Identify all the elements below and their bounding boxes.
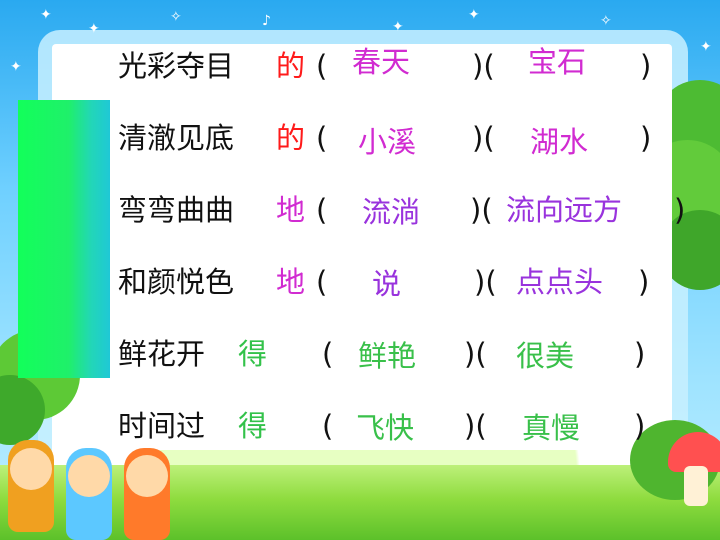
bracket-close: ) [674, 193, 686, 227]
content-panel [52, 44, 672, 469]
answer-2: 很美 [516, 339, 575, 373]
answer-1: 流淌 [362, 195, 421, 229]
bracket-open: ( [322, 409, 334, 443]
bracket-middle: )( [464, 409, 487, 443]
particle-text: 地 [276, 193, 306, 227]
answer-1: 飞快 [356, 411, 415, 445]
star-icon: ✦ [392, 19, 404, 35]
answer-1: 说 [372, 267, 402, 301]
answer-2: 点点头 [516, 265, 604, 299]
bracket-middle: )( [472, 121, 495, 155]
particle-text: 得 [238, 337, 268, 371]
bracket-open: ( [316, 49, 328, 83]
star-icon: ✦ [700, 39, 712, 55]
answer-2: 湖水 [530, 125, 589, 159]
particle-text: 得 [238, 409, 268, 443]
child-head-icon [126, 455, 168, 497]
bracket-middle: )( [472, 49, 495, 83]
star-icon: ✧ [600, 13, 612, 29]
bracket-close: ) [638, 265, 650, 299]
bracket-middle: )( [474, 265, 497, 299]
bracket-close: ) [634, 409, 646, 443]
phrase-text: 光彩夺目 [118, 49, 235, 83]
star-icon: ✦ [468, 7, 480, 23]
grass-ground [0, 465, 720, 540]
phrase-text: 清澈见底 [118, 121, 235, 155]
star-icon: ✧ [170, 9, 182, 25]
answer-2: 真慢 [522, 411, 581, 445]
bracket-middle: )( [470, 193, 493, 227]
star-icon: ♪ [262, 13, 271, 29]
bracket-open: ( [316, 193, 328, 227]
phrase-text: 时间过 [118, 409, 206, 443]
bracket-open: ( [316, 121, 328, 155]
particle-text: 的 [276, 121, 306, 155]
particle-text: 的 [276, 49, 306, 83]
phrase-text: 弯弯曲曲 [118, 193, 235, 227]
answer-2: 流向远方 [506, 193, 623, 227]
mushroom-stem-icon [684, 466, 708, 506]
bracket-close: ) [640, 49, 652, 83]
particle-text: 地 [276, 265, 306, 299]
star-icon: ✦ [10, 59, 22, 75]
child-head-icon [68, 455, 110, 497]
side-color-bar [18, 100, 110, 378]
bracket-open: ( [316, 265, 328, 299]
bracket-open: ( [322, 337, 334, 371]
bracket-close: ) [640, 121, 652, 155]
answer-1: 小溪 [358, 125, 417, 159]
bracket-close: ) [634, 337, 646, 371]
star-icon: ✦ [88, 21, 100, 37]
answer-1: 鲜艳 [358, 339, 417, 373]
phrase-text: 鲜花开 [118, 337, 206, 371]
bracket-middle: )( [464, 337, 487, 371]
answer-1: 春天 [352, 45, 411, 79]
star-icon: ✦ [40, 7, 52, 23]
answer-2: 宝石 [528, 45, 587, 79]
child-head-icon [10, 448, 52, 490]
phrase-text: 和颜悦色 [118, 265, 235, 299]
